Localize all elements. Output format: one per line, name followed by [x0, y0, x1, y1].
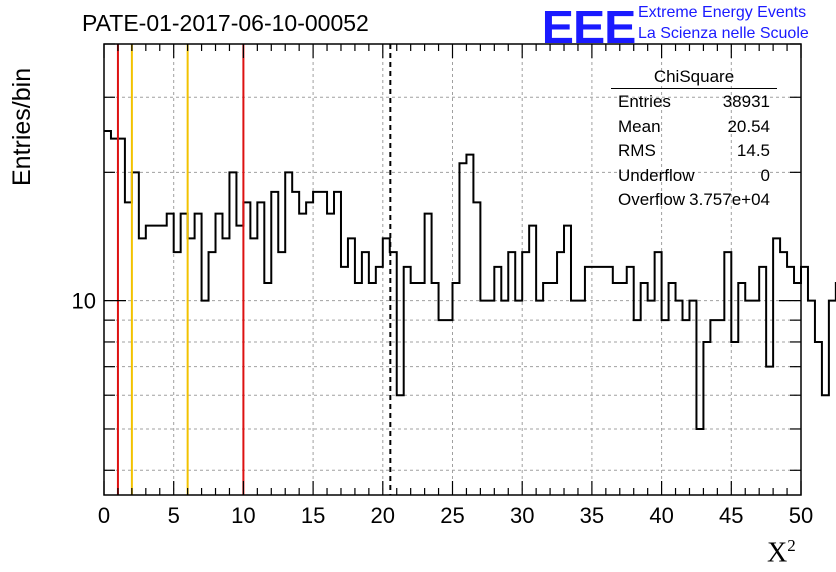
eee-logo: EEE	[541, 1, 637, 53]
stat-label: RMS	[618, 141, 656, 160]
stats-title: ChiSquare	[611, 67, 777, 89]
stat-value: 14.5	[736, 141, 770, 160]
x-tick-label: 0	[98, 503, 110, 528]
logo-line-2: La Scienza nelle Scuole	[638, 25, 809, 42]
x-tick-label: 45	[719, 503, 743, 528]
stat-label: Entries	[618, 92, 671, 111]
x-tick-label: 5	[168, 503, 180, 528]
stat-value: 20.54	[727, 116, 770, 136]
logo-line-1: Extreme Energy Events	[638, 4, 807, 21]
x-tick-label: 30	[510, 503, 534, 528]
stat-row-underflow: Underflow 0	[611, 165, 777, 190]
x-tick-label: 50	[789, 503, 813, 528]
stats-box: ChiSquare Entries 38931 Mean 20.54 RMS 1…	[611, 67, 777, 214]
stat-value: 38931	[722, 92, 770, 111]
y-tick-label: 10	[72, 289, 96, 314]
stat-value: 3.757e+04	[689, 190, 770, 209]
stat-row-entries: Entries 38931	[611, 91, 777, 116]
x-tick-label: 40	[649, 503, 673, 528]
stat-row-rms: RMS 14.5	[611, 140, 777, 165]
x-tick-label: 15	[301, 503, 325, 528]
stat-row-mean: Mean 20.54	[611, 116, 777, 141]
stat-label: Mean	[618, 116, 661, 136]
histogram-series	[104, 130, 836, 430]
x-tick-label: 10	[231, 503, 255, 528]
chart-title: PATE-01-2017-06-10-00052	[82, 10, 369, 36]
x-tick-label: 25	[440, 503, 464, 528]
stat-label: Overflow	[618, 190, 686, 209]
x-tick-label: 35	[580, 503, 604, 528]
stat-label: Underflow	[618, 165, 695, 185]
y-axis-label: Entries/bin	[8, 67, 36, 186]
stat-value: 0	[760, 165, 770, 185]
x-tick-label: 20	[371, 503, 395, 528]
x-axis-label: X2	[767, 536, 796, 569]
stat-row-overflow: Overflow 3.757e+04	[611, 189, 777, 214]
